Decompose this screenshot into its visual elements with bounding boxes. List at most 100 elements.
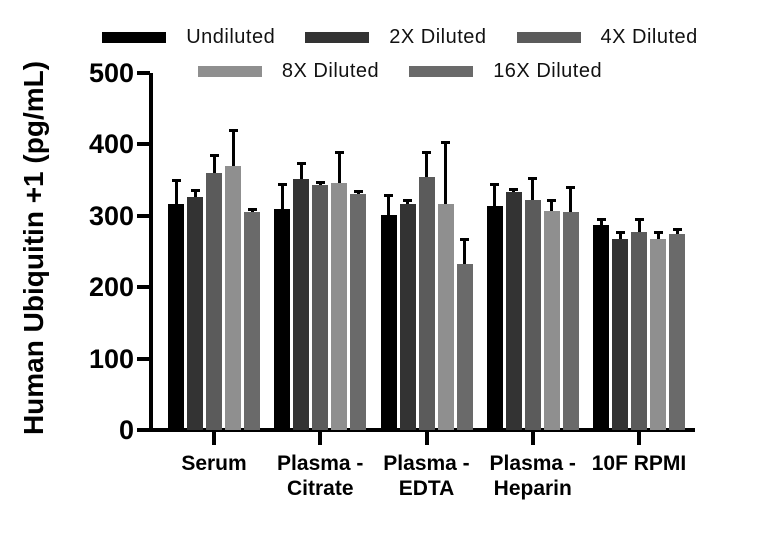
bar-4x-diluted-5 <box>631 231 647 430</box>
legend-item-4x-diluted: 4X Diluted <box>516 26 698 49</box>
legend-swatch-icon <box>197 66 262 77</box>
error-bar-cap <box>528 176 538 180</box>
error-bar-line <box>193 190 197 203</box>
error-bar-line <box>637 219 641 238</box>
error-bar-cap <box>460 238 469 242</box>
bar-16x-diluted-2 <box>350 193 367 430</box>
error-bar-line <box>231 130 235 172</box>
error-bar-cap <box>209 154 219 158</box>
error-bar-cap <box>672 228 682 232</box>
x-category-label: Plasma - Citrate <box>277 452 364 500</box>
legend-item-8x-diluted: 8X Diluted <box>197 60 380 83</box>
y-tick-label: 200 <box>88 272 134 303</box>
error-bar-cap <box>490 183 500 187</box>
error-bar-cap <box>353 189 363 193</box>
y-axis-tick <box>137 356 150 361</box>
bar-undiluted-3 <box>380 215 397 430</box>
y-axis-tick <box>137 142 150 147</box>
y-tick-label: 400 <box>88 129 134 160</box>
error-bar-line <box>618 231 622 245</box>
x-axis-tick <box>637 432 641 445</box>
x-axis-tick <box>530 432 535 445</box>
bar-2x-diluted-1 <box>187 196 203 430</box>
bar-2x-diluted-3 <box>399 204 416 430</box>
error-bar-cap <box>277 182 287 186</box>
error-bar-cap <box>596 217 606 221</box>
error-bar-cap <box>171 179 181 183</box>
error-bar-line <box>569 186 573 218</box>
error-bar-line <box>531 177 535 207</box>
legend-swatch-icon <box>516 32 581 43</box>
error-bar-line <box>550 200 554 217</box>
error-bar-cap <box>247 208 257 212</box>
legend-item-label: 2X Diluted <box>389 26 487 48</box>
bar-8x-diluted-4 <box>543 210 560 430</box>
bar-undiluted-2 <box>274 209 291 430</box>
error-bar-cap <box>547 199 557 203</box>
error-bar-line <box>212 155 216 179</box>
error-bar-line <box>599 218 603 232</box>
bar-2x-diluted-4 <box>505 192 522 430</box>
y-axis-tick <box>137 285 150 290</box>
bar-2x-diluted-5 <box>612 238 628 430</box>
legend-row-1: Undiluted 2X Diluted 4X Diluted <box>102 26 698 49</box>
legend-swatch-icon <box>305 32 370 43</box>
error-bar-cap <box>509 187 519 191</box>
error-bar-line <box>387 195 390 222</box>
legend-swatch-icon <box>102 32 167 43</box>
x-axis-line <box>149 428 695 432</box>
error-bar-line <box>425 152 428 184</box>
error-bar-line <box>174 180 178 211</box>
y-axis-tick <box>137 71 150 75</box>
error-bar-cap <box>615 230 625 234</box>
bar-undiluted-5 <box>593 225 609 430</box>
x-category-label: 10F RPMI <box>591 452 687 475</box>
legend-item-label: 16X Diluted <box>493 60 603 82</box>
y-axis-line <box>149 73 153 432</box>
legend-item-undiluted: Undiluted <box>102 26 275 49</box>
error-bar-line <box>444 141 447 210</box>
chart-legend: Undiluted 2X Diluted 4X Diluted 8X Diluted… <box>102 26 697 83</box>
error-bar-cap <box>566 185 576 189</box>
error-bar-cap <box>422 151 431 155</box>
y-axis-tick <box>137 213 150 218</box>
error-bar-cap <box>441 140 450 144</box>
legend-item-label: Undiluted <box>186 26 276 48</box>
bar-2x-diluted-2 <box>293 179 310 430</box>
bar-16x-diluted-3 <box>456 263 473 430</box>
y-tick-label: 0 <box>118 415 134 445</box>
error-bar-cap <box>296 161 306 165</box>
bar-16x-diluted-4 <box>562 211 579 430</box>
error-bar-cap <box>334 150 344 154</box>
bar-8x-diluted-2 <box>331 182 348 430</box>
x-category-label: Serum <box>181 452 247 475</box>
y-tick-label: 500 <box>88 58 134 88</box>
x-category-label: Plasma - EDTA <box>383 452 470 500</box>
error-bar-line <box>337 151 341 189</box>
legend-row-2: 8X Diluted 16X Diluted <box>197 60 603 83</box>
bar-4x-diluted-2 <box>312 185 329 430</box>
bar-8x-diluted-5 <box>650 238 666 430</box>
bar-8x-diluted-1 <box>225 165 241 430</box>
bar-4x-diluted-4 <box>524 200 541 430</box>
bar-16x-diluted-5 <box>669 234 685 430</box>
y-axis-tick <box>137 428 150 432</box>
error-bar-cap <box>634 218 644 222</box>
error-bar-line <box>280 183 284 216</box>
legend-item-label: 4X Diluted <box>600 26 698 48</box>
error-bar-cap <box>228 129 238 133</box>
legend-item-label: 8X Diluted <box>281 60 380 82</box>
error-bar-line <box>299 162 303 186</box>
y-axis-title: Human Ubiquitin +1 (pg/mL) <box>18 60 49 436</box>
error-bar-line <box>463 239 466 270</box>
bar-4x-diluted-3 <box>418 177 435 430</box>
y-tick-label: 100 <box>88 343 134 374</box>
x-axis-tick <box>424 432 429 445</box>
bar-16x-diluted-1 <box>244 211 260 430</box>
error-bar-cap <box>653 231 663 235</box>
bar-4x-diluted-1 <box>206 172 222 430</box>
error-bar-cap <box>403 199 412 203</box>
error-bar-line <box>656 232 660 245</box>
legend-item-2x-diluted: 2X Diluted <box>305 26 486 49</box>
